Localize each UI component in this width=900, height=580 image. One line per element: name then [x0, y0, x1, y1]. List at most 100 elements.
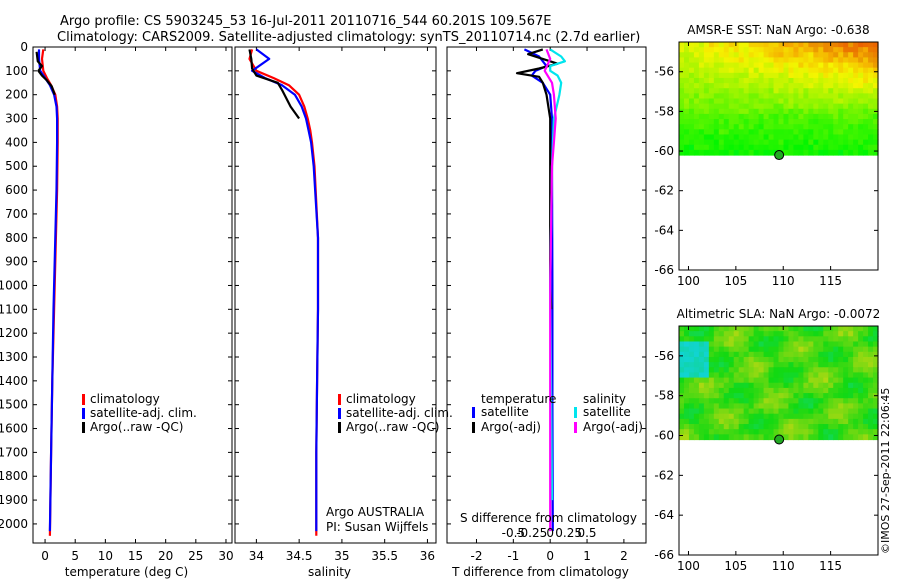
heat-cell [733, 72, 740, 79]
heat-cell [718, 62, 725, 69]
heat-cell [688, 398, 695, 404]
heat-cell [798, 124, 804, 130]
heat-cell [708, 331, 715, 337]
heat-cell [753, 336, 760, 343]
heat-cell [843, 124, 849, 130]
heat-cell [848, 119, 854, 125]
s-tick-label: 0.25 [555, 526, 582, 540]
heat-cell [818, 144, 824, 151]
heat-cell [773, 134, 780, 141]
heat-cell [788, 93, 795, 100]
heat-cell [783, 108, 790, 115]
heat-cell [798, 326, 804, 332]
heat-cell [833, 139, 839, 146]
heat-cell [763, 418, 770, 425]
heat-cell [683, 372, 690, 379]
heat-cell [843, 351, 849, 358]
temperature-xlabel: temperature (deg C) [65, 565, 188, 579]
heat-cell [818, 362, 824, 368]
heat-cell [718, 77, 725, 84]
heat-cell [743, 47, 750, 53]
heat-cell [793, 88, 799, 94]
heat-cell [793, 341, 799, 348]
heat-cell [778, 346, 785, 353]
heat-cell [748, 351, 755, 358]
heat-cell [698, 434, 705, 441]
heat-cell [813, 398, 819, 404]
heat-cell [853, 356, 859, 363]
heat-cell [863, 149, 869, 156]
heat-cell [843, 98, 849, 105]
heat-cell [813, 113, 819, 120]
heat-cell [748, 346, 755, 353]
heat-cell [713, 367, 720, 374]
heat-cell [738, 108, 745, 115]
heat-cell [788, 52, 795, 59]
heat-cell [728, 47, 735, 53]
heat-cell [698, 387, 705, 394]
heat-cell [853, 139, 859, 146]
heat-cell [708, 403, 715, 410]
heat-cell [863, 418, 869, 425]
heat-cell [738, 119, 745, 125]
heat-cell [788, 144, 795, 151]
heat-cell [679, 372, 685, 379]
heat-cell [818, 88, 824, 94]
heat-cell [773, 67, 780, 74]
heat-cell [798, 377, 804, 384]
heat-cell [708, 362, 715, 368]
heat-cell [693, 98, 700, 105]
heat-cell [693, 72, 700, 79]
heat-cell [679, 341, 685, 348]
heat-cell [858, 88, 864, 94]
heat-cell [793, 346, 799, 353]
heat-cell [818, 403, 824, 410]
heat-cell [828, 47, 834, 53]
heat-cell [743, 424, 750, 430]
heat-cell [679, 144, 685, 151]
heat-cell [823, 129, 829, 136]
heat-cell [758, 429, 765, 435]
heat-cell [688, 139, 695, 146]
heat-cell [723, 77, 730, 84]
heat-cell [833, 83, 839, 89]
heat-cell [828, 119, 834, 125]
heat-cell [863, 408, 869, 415]
heat-cell [758, 367, 765, 374]
heat-cell [743, 129, 750, 136]
heat-cell [798, 108, 804, 115]
heat-cell [763, 331, 770, 337]
heat-cell [708, 372, 715, 379]
heat-cell [728, 326, 735, 332]
heat-cell [818, 139, 824, 146]
heat-cell [713, 129, 720, 136]
heat-cell [843, 139, 849, 146]
heat-cell [763, 149, 770, 156]
heat-cell [873, 67, 879, 74]
heat-cell [858, 144, 864, 151]
heat-cell [698, 47, 705, 53]
heat-cell [823, 413, 829, 420]
heat-cell [723, 108, 730, 115]
heat-cell [873, 326, 879, 332]
heat-cell [853, 144, 859, 151]
y-tick-label: 0 [20, 40, 28, 54]
heat-cell [818, 67, 824, 74]
heat-cell [708, 424, 715, 430]
heat-cell [728, 52, 735, 59]
heat-cell [753, 149, 760, 156]
heat-cell [713, 356, 720, 363]
heat-cell [713, 62, 720, 69]
heat-cell [868, 119, 874, 125]
heat-cell [688, 149, 695, 156]
heat-cell [873, 62, 879, 69]
heat-cell [778, 418, 785, 425]
heat-cell [818, 57, 824, 64]
heat-cell [813, 108, 819, 115]
heat-cell [748, 418, 755, 425]
heat-cell [848, 57, 854, 64]
x-tick-label: 105 [724, 274, 747, 288]
heat-cell [798, 351, 804, 358]
heat-cell [828, 144, 834, 151]
heat-cell [783, 326, 790, 332]
